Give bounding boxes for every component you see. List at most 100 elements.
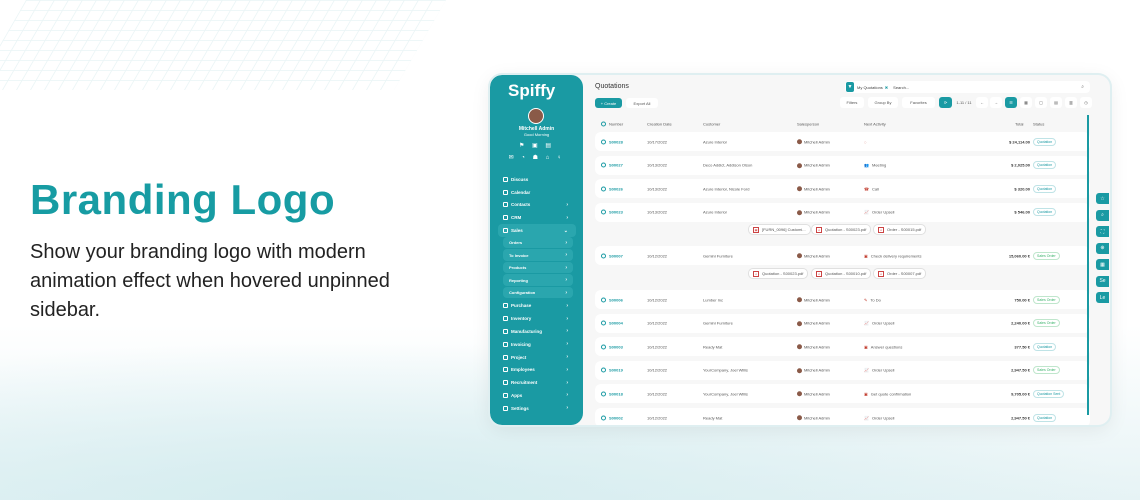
search-icon[interactable]: ⌕ [1081, 84, 1084, 90]
refresh-button[interactable]: ⟳ [939, 97, 952, 108]
right-tab-0[interactable]: ☆ [1096, 193, 1109, 204]
row-checkbox[interactable] [601, 367, 606, 373]
row-checkbox[interactable] [601, 253, 606, 259]
order-number[interactable]: S00028 [609, 139, 623, 144]
next-activity[interactable]: 📈 Order Upsell [864, 415, 894, 420]
sidebar-item-calendar[interactable]: Calendar [498, 186, 576, 199]
row-checkbox[interactable] [601, 162, 606, 168]
sidebar-subitem-configuration[interactable]: Configuration › [503, 286, 573, 299]
sidebar-item-purchase[interactable]: Purchase › [498, 299, 576, 312]
graph-view-button[interactable]: ▥ [1065, 97, 1077, 108]
next-activity[interactable]: ◌ [864, 139, 869, 144]
prev-page-button[interactable]: ← [976, 97, 988, 108]
sidebar-item-recruitment[interactable]: Recruitment › [498, 376, 576, 389]
sidebar-item-employees[interactable]: Employees › [498, 363, 576, 376]
right-tab-2[interactable]: ⛶ [1096, 226, 1109, 237]
row-checkbox[interactable] [601, 415, 606, 420]
select-all-checkbox[interactable] [601, 121, 606, 127]
col-salesperson[interactable]: Salesperson [797, 121, 820, 127]
next-activity[interactable]: 👥 Meeting [864, 163, 886, 168]
table-row[interactable]: S00002 10/12/2022 Ready Mat Mitchell Admin 📈… [595, 408, 1090, 425]
create-button[interactable]: + Create [595, 98, 622, 108]
sidebar-item-apps[interactable]: Apps › [498, 389, 576, 402]
sidebar-item-crm[interactable]: CRM › [498, 211, 576, 224]
order-number[interactable]: S00027 [609, 162, 623, 168]
table-row[interactable]: S00026 10/13/2022 Azure Interior, Nicole F… [595, 179, 1090, 199]
sidebar-item-manufacturing[interactable]: Manufacturing › [498, 325, 576, 338]
right-tab-1[interactable]: ⌕ [1096, 209, 1109, 221]
sidebar-item-sales[interactable]: Sales ⌄ [498, 224, 576, 237]
remove-facet-icon[interactable]: ✖ [884, 84, 889, 90]
table-row[interactable]: S00018 10/12/2022 YourCompany, Joel Willis… [595, 384, 1090, 404]
attachment-chip[interactable]: ⅄ Quotation - S00023.pdf [811, 224, 872, 236]
sidebar-subitem-reporting[interactable]: Reporting › [503, 274, 573, 286]
table-row[interactable]: S00019 10/12/2022 YourCompany, Joel Willis… [595, 360, 1090, 380]
quick-icons[interactable]: ⚑ ▣ ▤ [518, 143, 555, 149]
list-view-button[interactable]: ☰ [1005, 97, 1017, 108]
favorites-button[interactable]: Favorites [902, 97, 935, 108]
right-tab-4[interactable]: ▦ [1096, 259, 1109, 270]
next-activity[interactable]: ▣ Check delivery requirements [864, 253, 921, 258]
right-tab-3[interactable]: ⊕ [1096, 242, 1109, 254]
order-number[interactable]: S00004 [609, 320, 623, 326]
col-total[interactable]: Total [1015, 121, 1024, 127]
col-status[interactable]: Status [1033, 121, 1045, 127]
order-number[interactable]: S00003 [609, 344, 623, 350]
export-all-button[interactable]: Export All [626, 98, 658, 108]
row-checkbox[interactable] [601, 344, 606, 350]
row-checkbox[interactable] [601, 209, 606, 215]
sidebar-item-settings[interactable]: Settings › [498, 402, 576, 415]
col-number[interactable]: Number [609, 121, 624, 127]
calendar-view-button[interactable]: ▢ [1035, 97, 1047, 108]
order-number[interactable]: S00026 [609, 186, 623, 192]
scrollbar[interactable] [1087, 115, 1089, 415]
attachment-chip[interactable]: ▣ [FURN_0096] Customi... [748, 224, 811, 236]
quick-icons-2[interactable]: ✉ ◔ ☗ ⌂ ♀ [508, 155, 565, 161]
sidebar-subitem-products[interactable]: Products › [503, 261, 573, 274]
search-input[interactable]: ▼ My Quotations ✖ Search... ⌕ [845, 81, 1090, 93]
order-number[interactable]: S00023 [609, 209, 623, 215]
sidebar-subitem-orders[interactable]: Orders › [503, 236, 573, 249]
table-row[interactable]: S00027 10/13/2022 Deco Addict, Addison Ols… [595, 155, 1090, 175]
row-checkbox[interactable] [601, 186, 606, 192]
group-by-button[interactable]: Group By [868, 97, 898, 108]
pager[interactable]: 1-11 / 11 [956, 100, 972, 105]
row-checkbox[interactable] [601, 297, 606, 302]
sidebar-item-invoicing[interactable]: Invoicing › [498, 338, 576, 351]
next-activity[interactable]: ✎ To Do [864, 297, 881, 302]
filters-button[interactable]: Filters [840, 97, 864, 108]
activity-view-button[interactable]: ◷ [1080, 97, 1092, 108]
pivot-view-button[interactable]: ▤ [1050, 97, 1062, 108]
kanban-view-button[interactable]: ▦ [1020, 97, 1032, 108]
next-activity[interactable]: ▣ Get quote confirmation [864, 391, 911, 396]
logo[interactable]: Spiffy [508, 81, 556, 100]
col-customer[interactable]: Customer [703, 121, 721, 127]
search-facet[interactable]: My Quotations [857, 84, 883, 90]
table-row[interactable]: S00007 10/12/2022 Gemini Furniture Mitchell… [595, 246, 1090, 266]
row-checkbox[interactable] [601, 139, 606, 144]
table-row[interactable]: S00003 10/12/2022 Ready Mat Mitchell Admin ▣… [595, 337, 1090, 357]
col-next-activity[interactable]: Next Activity [864, 121, 886, 127]
table-row[interactable]: S00023 10/13/2022 Azure Interior Mitchell A… [595, 202, 1090, 222]
next-activity[interactable]: 📈 Order Upsell [864, 368, 894, 373]
right-tab-6[interactable]: Le [1096, 292, 1109, 303]
attachment-chip[interactable]: ⅄ Order - S00007.pdf [873, 268, 927, 279]
next-page-button[interactable]: → [990, 97, 1002, 108]
next-activity[interactable]: 📈 Order Upsell [864, 321, 894, 326]
row-checkbox[interactable] [601, 320, 606, 326]
right-tab-5[interactable]: Se [1096, 275, 1109, 287]
order-number[interactable]: S00019 [609, 367, 623, 373]
order-number[interactable]: S00002 [609, 415, 623, 420]
attachment-chip[interactable]: ⅄ Quotation - S00023.pdf [748, 268, 809, 279]
avatar[interactable] [528, 108, 544, 124]
order-number[interactable]: S00018 [609, 391, 623, 397]
sidebar-item-discuss[interactable]: Discuss [498, 173, 576, 186]
order-number[interactable]: S00006 [609, 297, 623, 302]
row-checkbox[interactable] [601, 391, 606, 397]
next-activity[interactable]: ▣ Answer questions [864, 344, 902, 349]
table-row[interactable]: S00028 10/17/2022 Azure Interior Mitchell A… [595, 132, 1090, 151]
sidebar-subitem-to-invoice[interactable]: To Invoice › [503, 249, 573, 261]
attachment-chip[interactable]: ⅄ Order - S00015.pdf [873, 224, 927, 236]
col-creation-date[interactable]: Creation Date [647, 121, 672, 127]
sidebar-item-contacts[interactable]: Contacts › [498, 199, 576, 212]
